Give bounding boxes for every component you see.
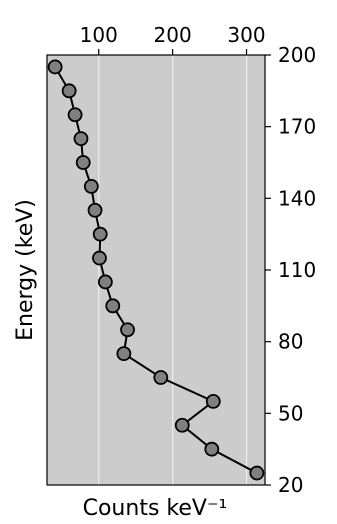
data-point [205, 393, 221, 409]
y-tick-label: 140 [278, 186, 316, 210]
data-point [116, 346, 132, 362]
y-tick-label: 80 [278, 330, 303, 354]
data-point [73, 131, 89, 147]
data-point [105, 298, 121, 314]
data-point [92, 226, 108, 242]
y-tick-label: 110 [278, 258, 316, 282]
data-point [67, 107, 83, 123]
y-tick-label: 170 [278, 115, 316, 139]
data-series [47, 59, 265, 481]
x-tick-label: 100 [80, 23, 118, 47]
plot-background [47, 55, 265, 485]
data-point [120, 322, 135, 338]
y-axis-label: Energy (keV) [13, 199, 38, 341]
y-tick-label: 50 [278, 401, 303, 425]
data-point [61, 83, 77, 99]
x-tick-label: 300 [227, 23, 265, 47]
gridlines [98, 55, 248, 485]
data-point [153, 370, 169, 385]
data-point [47, 59, 63, 75]
data-point [75, 155, 91, 170]
x-tick-label: 200 [154, 23, 192, 47]
data-point [249, 465, 265, 481]
y-tick-label: 200 [278, 43, 316, 67]
data-point [97, 274, 113, 290]
axes: 100 200 300 20 50 80 110 140 170 200 [80, 23, 317, 497]
data-point [92, 250, 107, 266]
y-tick-label: 20 [278, 473, 303, 497]
data-point [87, 202, 103, 218]
x-axis-label: Counts keV⁻¹ [83, 496, 228, 520]
data-point [204, 441, 220, 457]
data-point [83, 178, 99, 194]
data-point [174, 417, 190, 433]
